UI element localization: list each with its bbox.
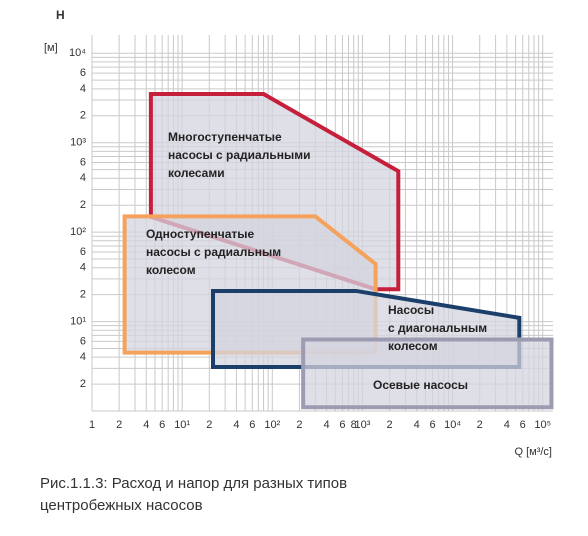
x-tick-label: 10²	[264, 419, 280, 431]
x-tick-label: 6	[339, 419, 345, 431]
y-tick-label: 2	[80, 378, 86, 390]
x-axis-label: Q [м³/с]	[514, 446, 552, 458]
x-tick-label: 4	[324, 419, 330, 431]
caption: центробежных насосов	[40, 497, 203, 514]
y-tick-label: 4	[80, 262, 86, 274]
x-tick-label: 8	[351, 419, 357, 431]
y-tick-label: 10³	[70, 137, 86, 149]
x-tick-label: 2	[206, 419, 212, 431]
y-tick-label: 2	[80, 110, 86, 122]
y-tick-label: 10⁴	[69, 47, 86, 59]
x-tick-label: 10¹	[174, 419, 190, 431]
x-tick-label: 2	[387, 419, 393, 431]
x-tick-label: 2	[296, 419, 302, 431]
y-tick-label: 6	[80, 335, 86, 347]
x-tick-label: 4	[414, 419, 420, 431]
y-tick-label: 2	[80, 289, 86, 301]
x-tick-label: 4	[233, 419, 239, 431]
x-tick-label: 2	[477, 419, 483, 431]
region-label: Одноступенчатые	[146, 227, 255, 241]
y-axis-label: H	[56, 8, 65, 22]
region-label: с диагональным	[388, 321, 487, 335]
x-tick-label: 10⁵	[534, 419, 551, 431]
x-tick-label: 6	[159, 419, 165, 431]
y-tick-label: 10²	[70, 226, 86, 238]
caption: Рис.1.1.3: Расход и напор для разных тип…	[40, 475, 347, 492]
y-tick-label: 10¹	[70, 315, 86, 327]
x-tick-label: 10⁴	[444, 419, 461, 431]
x-tick-label: 1	[89, 419, 95, 431]
region-label: колесами	[168, 166, 225, 180]
x-tick-label: 10³	[354, 419, 370, 431]
region-label: колесом	[146, 263, 196, 277]
region-label: насосы с радиальным	[146, 245, 281, 259]
region-label: Насосы	[388, 303, 434, 317]
y-axis-unit: [м]	[44, 42, 58, 54]
region-label: насосы с радиальными	[168, 148, 310, 162]
y-tick-label: 4	[80, 351, 86, 363]
x-tick-label: 6	[430, 419, 436, 431]
y-tick-label: 4	[80, 83, 86, 95]
x-tick-label: 4	[504, 419, 510, 431]
region-label: Осевые насосы	[373, 378, 468, 392]
x-tick-label: 2	[116, 419, 122, 431]
y-tick-label: 6	[80, 67, 86, 79]
region-label: колесом	[388, 339, 438, 353]
x-tick-label: 6	[249, 419, 255, 431]
x-tick-label: 4	[143, 419, 149, 431]
y-tick-label: 4	[80, 172, 86, 184]
region-label: Многоступенчатые	[168, 130, 282, 144]
y-tick-label: 6	[80, 246, 86, 258]
region	[301, 337, 554, 410]
y-tick-label: 2	[80, 199, 86, 211]
y-tick-label: 6	[80, 156, 86, 168]
x-tick-label: 6	[520, 419, 526, 431]
